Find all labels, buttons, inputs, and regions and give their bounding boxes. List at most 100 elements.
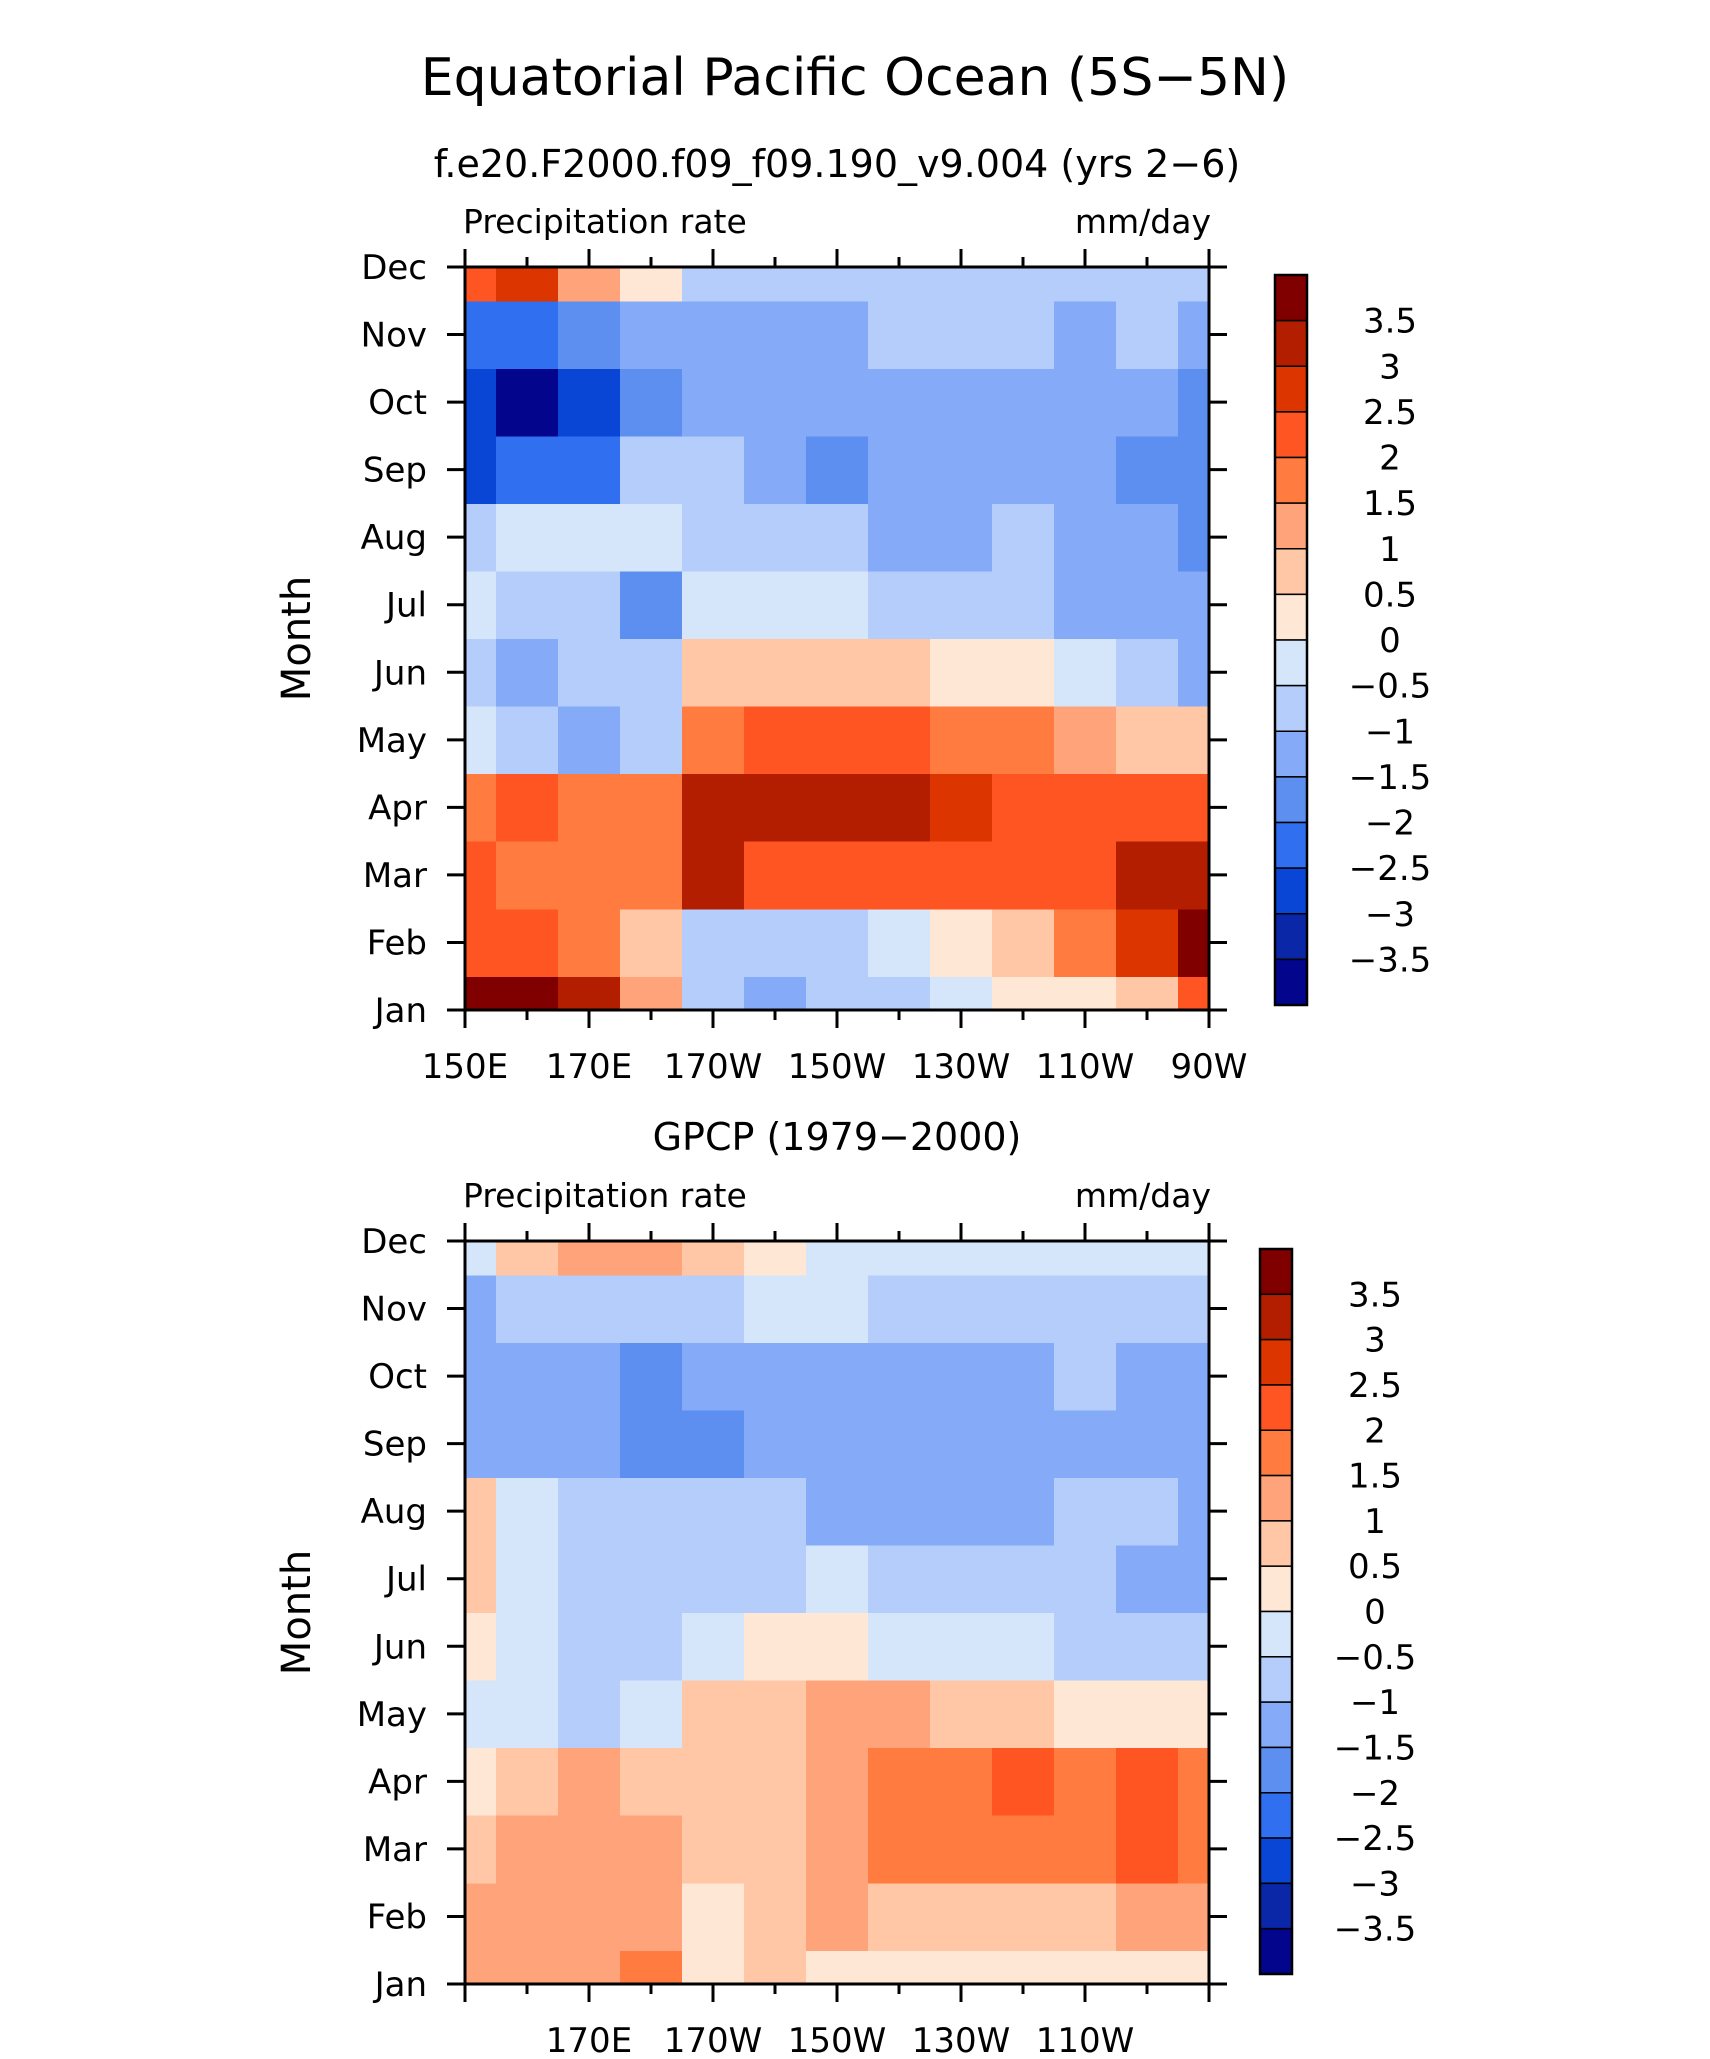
heatmap-cell xyxy=(930,1747,993,1816)
y-tick-label: May xyxy=(357,1695,427,1735)
y-tick-label: Apr xyxy=(368,788,427,828)
heatmap-cell xyxy=(744,1477,807,1546)
y-axis: Jan Feb Mar Apr May Jun Jul Aug Sep Oct Nov Dec xyxy=(357,248,1227,1031)
heatmap-cell xyxy=(496,1612,559,1681)
heatmap-cell xyxy=(744,1680,807,1749)
colorbar-swatch xyxy=(1259,1293,1293,1341)
heatmap-cell xyxy=(868,368,931,437)
colorbar-label: 2.5 xyxy=(1348,1366,1402,1406)
heatmap-cell xyxy=(682,1950,745,1985)
heatmap-cell xyxy=(620,570,683,640)
heatmap-cell xyxy=(496,435,559,505)
y-tick-label: Jan xyxy=(373,991,427,1031)
colorbar-label: −2 xyxy=(1365,804,1415,844)
heatmap-cell xyxy=(1116,1612,1179,1681)
colorbar: 3.5 3 2.5 2 1.5 1 0.5 0 −0.5 −1 −1.5 −2 −2.5 −3 −3.5 xyxy=(1273,273,1432,1007)
heatmap-cell xyxy=(496,1882,559,1951)
heatmap-cell xyxy=(868,841,931,910)
heatmap-cell xyxy=(682,638,745,707)
y-tick-label: Oct xyxy=(368,1357,427,1397)
heatmap-cell xyxy=(682,267,745,302)
heatmap-cell xyxy=(465,1342,497,1411)
colorbar-frame xyxy=(1273,273,1309,1007)
heatmap-cell xyxy=(744,1612,807,1681)
heatmap-cell xyxy=(558,706,621,775)
y-tick-label: Dec xyxy=(361,1222,427,1262)
heatmap-cell xyxy=(465,638,497,707)
heatmap-cell xyxy=(682,1477,745,1546)
heatmap-cell xyxy=(465,435,497,505)
y-tick-label: Mar xyxy=(363,856,427,896)
heatmap-cell xyxy=(682,368,745,437)
heatmap-cell xyxy=(558,1274,621,1343)
colorbar-swatch xyxy=(1274,776,1308,824)
heatmap-cell xyxy=(558,1680,621,1749)
heatmap-cell xyxy=(1116,1882,1179,1951)
y-tick-label: Jul xyxy=(384,586,427,626)
heatmap-cell xyxy=(992,1747,1055,1816)
heatmap-cell xyxy=(1116,1544,1179,1614)
heatmap-cell xyxy=(1178,1241,1210,1276)
heatmap-cell xyxy=(992,1950,1055,1985)
y-axis: Jan Feb Mar Apr May Jun Jul Aug Sep Oct Nov Dec xyxy=(357,1222,1227,2005)
heatmap-cell xyxy=(465,1882,497,1951)
heatmap-cell xyxy=(465,908,497,977)
heatmap-cell xyxy=(992,638,1055,707)
heatmap-cell xyxy=(1178,368,1210,437)
heatmap-cell xyxy=(744,1882,807,1951)
heatmap-cell xyxy=(806,1612,869,1681)
heatmap-cell xyxy=(1054,1342,1117,1411)
heatmap-cell xyxy=(620,773,683,842)
heatmap-cell xyxy=(1116,1241,1179,1276)
heatmap-cell xyxy=(744,773,807,842)
heatmap-cell xyxy=(558,1747,621,1816)
y-tick-label: Apr xyxy=(368,1762,427,1802)
heatmap-cell xyxy=(1054,1477,1117,1546)
heatmap-cell xyxy=(558,300,621,369)
heatmap-cell xyxy=(1178,1544,1210,1614)
y-tick-label: Dec xyxy=(361,248,427,288)
heatmap-cell xyxy=(558,503,621,572)
y-tick-label: Jul xyxy=(384,1560,427,1600)
heatmap-cell xyxy=(744,1544,807,1614)
heatmap-cell xyxy=(465,1241,497,1276)
heatmap-cell xyxy=(992,1612,1055,1681)
heatmap-cell xyxy=(806,841,869,910)
y-axis-label: Month xyxy=(274,576,320,701)
heatmap-cell xyxy=(806,1409,869,1479)
heatmap-cell xyxy=(558,638,621,707)
heatmap-cell xyxy=(1178,1950,1210,1985)
heatmap-cell xyxy=(496,570,559,640)
heatmap-cell xyxy=(930,638,993,707)
colorbar-swatch xyxy=(1259,1384,1293,1431)
heatmap-cell xyxy=(682,1544,745,1614)
heatmap-cell xyxy=(682,841,745,910)
colorbar-swatch xyxy=(1274,502,1308,550)
heatmap-cell xyxy=(620,1882,683,1951)
heatmap-cell xyxy=(1116,267,1179,302)
heatmap-cell xyxy=(1178,435,1210,505)
heatmap-cell xyxy=(868,435,931,505)
heatmap-cell xyxy=(465,841,497,910)
y-tick-label: Aug xyxy=(361,518,427,558)
heatmap-cell xyxy=(806,1274,869,1343)
heatmap-cell xyxy=(992,976,1055,1011)
heatmap-cell xyxy=(465,976,497,1011)
heatmap-cell xyxy=(1178,1477,1210,1546)
colorbar-swatch xyxy=(1274,684,1308,732)
heatmap-cell xyxy=(558,435,621,505)
heatmap-cell xyxy=(992,570,1055,640)
variable-label: Precipitation rate xyxy=(463,1176,747,1215)
heatmap-cell xyxy=(558,570,621,640)
heatmap-cell xyxy=(744,706,807,775)
heatmap-cell xyxy=(496,908,559,977)
heatmap-cell xyxy=(558,368,621,437)
heatmap-cell xyxy=(806,1477,869,1546)
panel-model: f.e20.F2000.f09_f09.190_v9.004 (yrs 2−6)… xyxy=(274,142,1431,1087)
x-tick-label: 150W xyxy=(788,1047,887,1087)
heatmap-cell xyxy=(1178,1409,1210,1479)
colorbar-label: −1 xyxy=(1350,1683,1400,1723)
heatmap-cell xyxy=(930,1815,993,1884)
colorbar-label: −1.5 xyxy=(1349,758,1432,798)
